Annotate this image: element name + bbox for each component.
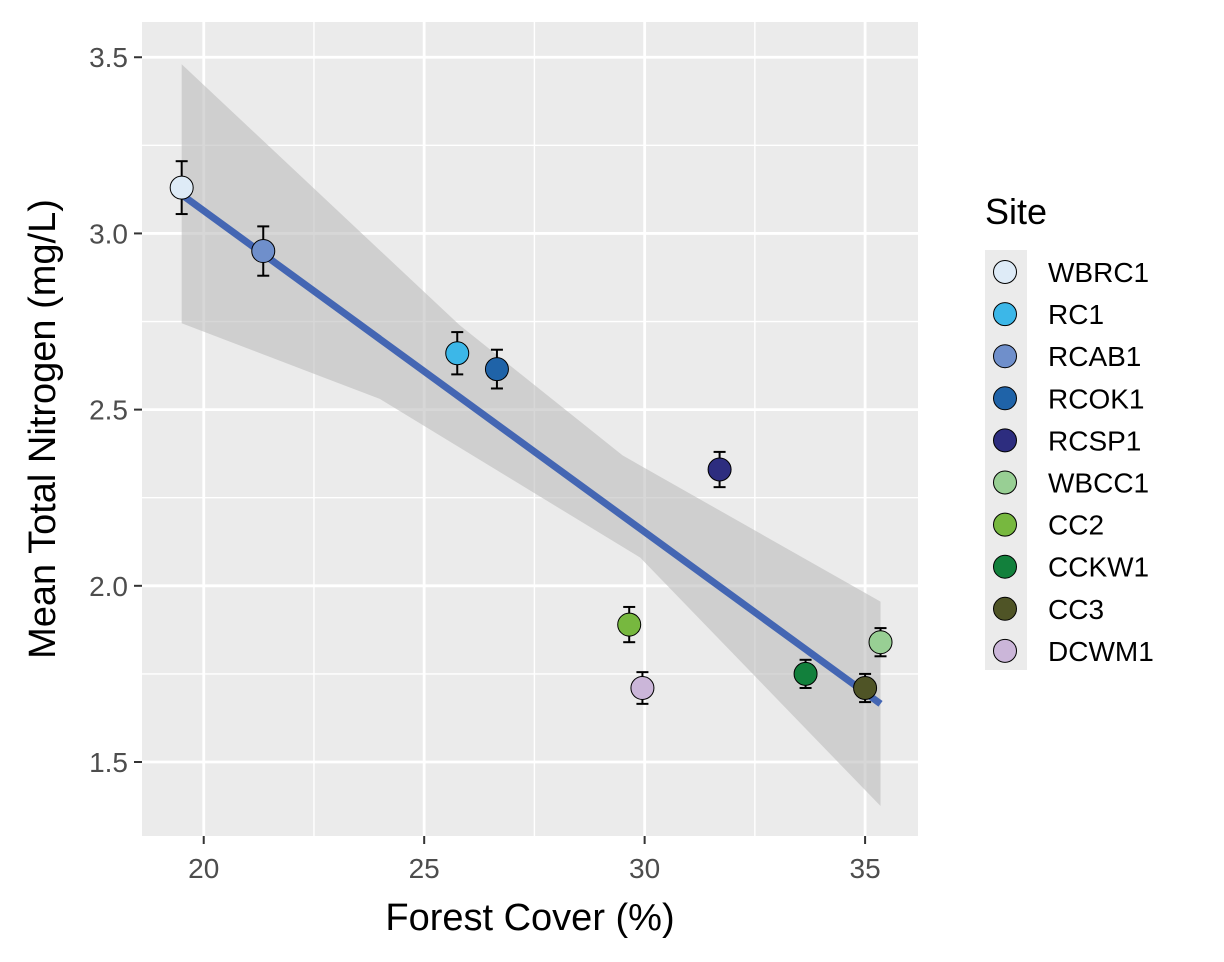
legend-key-cckw1 [993,554,1017,579]
legend-key-rcab1 [993,344,1017,369]
x-tick-label: 35 [850,853,881,884]
confidence-band [181,64,881,807]
point-rcab1 [251,239,276,264]
x-tick-label: 20 [188,853,219,884]
x-tick-label: 25 [409,853,440,884]
y-tick-label: 1.5 [89,747,128,778]
y-axis-title: Mean Total Nitrogen (mg/L) [22,199,64,659]
point-cc3 [853,676,878,700]
point-rc1 [445,341,470,366]
point-wbcc1 [868,630,893,655]
legend-title: Site [985,191,1047,232]
legend-label-rcab1: RCAB1 [1048,341,1141,372]
y-tick-label: 2.0 [89,571,128,602]
legend-key-dcwm1 [993,638,1017,663]
legend-key-rc1 [993,302,1017,327]
legend-key-cc2 [993,512,1017,537]
legend-label-cckw1: CCKW1 [1048,552,1149,583]
point-cckw1 [793,661,818,686]
point-dcwm1 [630,676,655,700]
legend-label-rc1: RC1 [1048,299,1104,330]
legend-label-cc2: CC2 [1048,510,1104,541]
y-axis: 1.5 2.0 2.5 3.0 3.5 [89,42,142,778]
point-rcok1 [484,357,509,382]
legend: Site WBRC1 RC1 RCAB1 RCOK1 RCSP1 WBCC1 CC2 CCKW… [985,191,1154,670]
y-tick-label: 2.5 [89,395,128,426]
legend-label-cc3: CC3 [1048,594,1104,625]
legend-key-cc3 [993,596,1017,621]
point-cc2 [617,612,642,637]
legend-label-rcsp1: RCSP1 [1048,425,1141,456]
legend-key-rcok1 [993,386,1017,411]
legend-label-wbrc1: WBRC1 [1048,257,1149,288]
y-tick-label: 3.5 [89,42,128,73]
legend-key-wbrc1 [993,260,1017,284]
x-tick-label: 30 [629,853,660,884]
legend-key-rcsp1 [993,428,1017,453]
legend-key-wbcc1 [993,470,1017,495]
y-tick-label: 3.0 [89,218,128,249]
data-points [169,175,893,700]
point-rcsp1 [707,457,732,482]
legend-label-rcok1: RCOK1 [1048,383,1144,414]
legend-label-dcwm1: DCWM1 [1048,636,1154,667]
point-wbrc1 [169,175,194,200]
x-axis-title: Forest Cover (%) [385,897,674,939]
x-axis: 20 25 30 35 [188,836,881,884]
regression-line [179,191,883,707]
legend-label-wbcc1: WBCC1 [1048,468,1149,499]
